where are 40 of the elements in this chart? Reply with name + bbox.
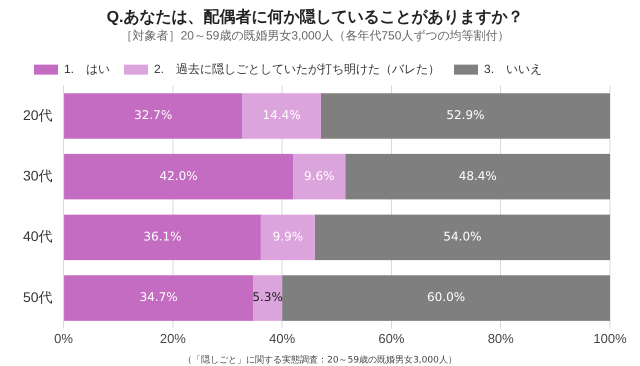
text: 34.7% [140, 290, 178, 304]
chart-subtitle: ［対象者］20～59歳の既婚男女3,000人（各年代750人ずつの均等割付） [120, 28, 510, 43]
text: （「隠しごと」に関する実態調査：20～59歳の既婚男女3,000人） [183, 354, 457, 366]
x-tick-label: 0% [54, 330, 74, 346]
bar [320, 93, 610, 139]
text: 60.0% [427, 290, 466, 304]
legend-label: 2. 過去に隠しごとしていたが打ち明けた（バレた） [154, 62, 440, 76]
legend-label: 1. はい [64, 62, 110, 76]
bar [253, 275, 282, 321]
bar [242, 93, 321, 139]
bar [282, 275, 610, 321]
text: 42.0% [160, 168, 198, 183]
bar [346, 154, 610, 200]
bar [64, 154, 294, 200]
text: 14.4% [262, 108, 301, 122]
x-tick-label: 80% [488, 330, 514, 346]
text: 52.9% [446, 108, 485, 122]
x-tick-label: 100% [593, 330, 628, 346]
bar [314, 214, 610, 260]
bar [293, 154, 346, 200]
y-tick-label: 20代 [22, 106, 53, 123]
text: 32.7% [134, 108, 172, 122]
text: 5.3% [252, 290, 283, 304]
y-tick-label: 40代 [22, 228, 53, 244]
text: 9.9% [272, 229, 304, 244]
bar [64, 275, 254, 321]
y-tick-label: 50代 [22, 288, 53, 305]
legend-label: 3. いいえ [484, 62, 542, 76]
y-tick-label: 30代 [22, 168, 53, 184]
chart-title: Q.あなたは、配偶者に何か隠していることがありますか？ [106, 8, 524, 26]
bar [64, 93, 242, 139]
bar [260, 214, 315, 260]
x-tick-label: 40% [269, 330, 296, 346]
text: 54.0% [443, 229, 482, 244]
text: 36.1% [143, 229, 182, 244]
x-tick-label: 60% [378, 330, 405, 346]
bar [64, 214, 261, 260]
text: 9.6% [304, 168, 335, 183]
text: 48.4% [458, 168, 497, 183]
x-tick-label: 20% [160, 330, 186, 346]
